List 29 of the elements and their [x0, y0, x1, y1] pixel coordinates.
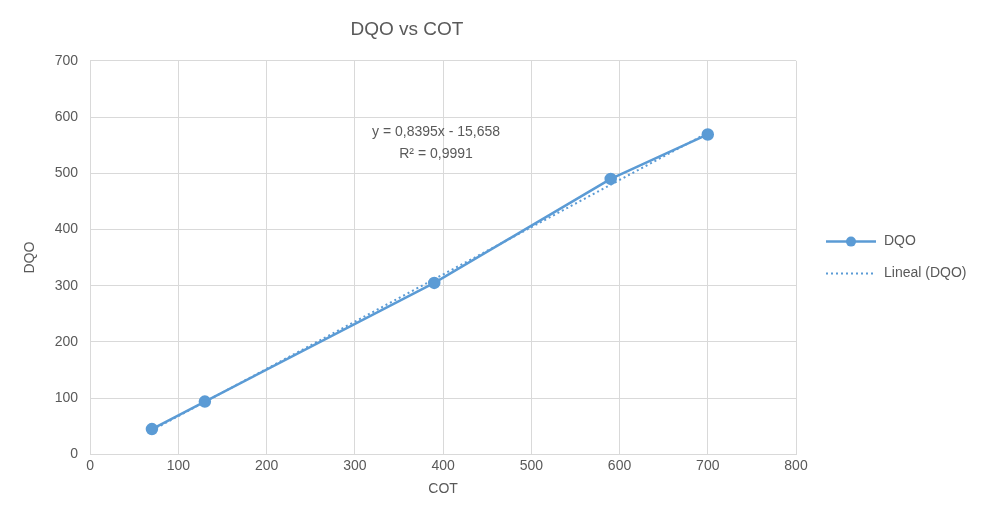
- point: [428, 276, 441, 290]
- legend-label: DQO: [884, 232, 916, 249]
- x-tick-label: 400: [431, 456, 455, 473]
- legend-label: Lineal (DQO): [884, 264, 967, 281]
- y-tick-label: 700: [54, 51, 79, 68]
- y-tick-label: 200: [54, 332, 79, 349]
- y-axis-title: DQO: [21, 241, 38, 274]
- x-tick-label: 600: [607, 456, 632, 473]
- y-tick-label: 500: [54, 164, 79, 181]
- chart-title: DQO vs COT: [350, 17, 464, 39]
- y-tick-label: 600: [54, 107, 79, 124]
- x-axis-title: COT: [428, 480, 459, 497]
- x-tick-label: 500: [519, 456, 544, 473]
- x-tick-label: 200: [254, 456, 279, 473]
- x-tick-label: 700: [696, 456, 720, 473]
- x-tick-label: 100: [166, 456, 191, 473]
- point: [701, 128, 715, 141]
- annotation: y = 0,8395x - 15,658: [372, 122, 501, 139]
- y-tick-label: 0: [70, 445, 79, 462]
- y-tick-label: 100: [54, 389, 79, 406]
- annotation: R² = 0,9991: [399, 144, 473, 161]
- x-tick-label: 0: [86, 456, 95, 473]
- y-tick-label: 300: [54, 276, 79, 293]
- point: [604, 172, 617, 186]
- x-tick-label: 300: [343, 456, 367, 473]
- y-tick-label: 400: [54, 220, 79, 237]
- x-tick-label: 800: [784, 456, 808, 473]
- point: [198, 395, 212, 408]
- point: [145, 422, 159, 436]
